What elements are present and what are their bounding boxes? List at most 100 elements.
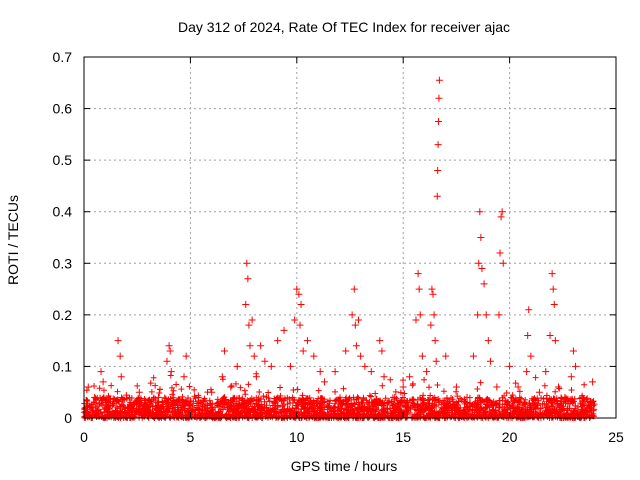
- data-point: [114, 337, 122, 345]
- y-axis-label: ROTI / TECUs: [5, 195, 21, 285]
- data-point: [310, 352, 318, 360]
- data-point: [174, 399, 182, 407]
- chart-title: Day 312 of 2024, Rate Of TEC Index for r…: [178, 19, 510, 35]
- data-point: [475, 259, 483, 267]
- data-point: [350, 285, 358, 293]
- data-point: [412, 316, 420, 324]
- data-point: [257, 342, 265, 350]
- data-point: [474, 311, 482, 319]
- data-point: [429, 290, 437, 298]
- data-point: [303, 337, 311, 345]
- data-point: [248, 316, 256, 324]
- data-point: [589, 378, 597, 386]
- data-point: [477, 234, 485, 241]
- x-tick-label: 15: [395, 429, 411, 445]
- data-point: [261, 357, 269, 365]
- data-point: [430, 311, 438, 319]
- data-point: [551, 337, 559, 345]
- y-tick-label: 0.4: [53, 204, 73, 220]
- dense-marker-band: [81, 370, 598, 421]
- data-point: [476, 208, 484, 216]
- data-point: [245, 321, 253, 329]
- data-point: [452, 383, 460, 391]
- data-point: [499, 259, 507, 267]
- data-point: [357, 352, 365, 360]
- data-point: [84, 383, 92, 391]
- y-axis-ticks: 0 0.1 0.2 0.3 0.4 0.5 0.6 0.7: [53, 49, 616, 426]
- data-point: [523, 368, 531, 376]
- data-point: [549, 285, 557, 293]
- data-point: [320, 378, 328, 386]
- data-point: [165, 342, 173, 350]
- data-points: [82, 76, 597, 412]
- y-tick-label: 0.3: [53, 255, 73, 271]
- data-point: [163, 357, 171, 365]
- data-point: [342, 347, 350, 355]
- data-point: [561, 393, 569, 401]
- data-point: [496, 249, 504, 257]
- data-point: [376, 337, 384, 345]
- y-tick-label: 0.5: [53, 152, 73, 168]
- data-point: [527, 352, 535, 360]
- data-point: [296, 321, 304, 329]
- data-point: [116, 352, 124, 360]
- x-axis-ticks: 0 5 10 15 20 25: [80, 57, 624, 445]
- data-point: [233, 362, 241, 370]
- y-tick-label: 0.2: [53, 307, 73, 323]
- data-point: [154, 393, 162, 401]
- data-point: [297, 301, 305, 309]
- data-point: [127, 399, 135, 407]
- data-point: [569, 347, 577, 355]
- data-point: [286, 362, 294, 370]
- data-point: [406, 373, 414, 381]
- data-point: [291, 316, 299, 324]
- x-axis-label: GPS time / hours: [291, 458, 398, 474]
- data-point: [428, 285, 436, 293]
- data-point: [295, 290, 303, 298]
- data-point: [416, 311, 424, 319]
- data-point: [486, 357, 494, 365]
- data-point: [91, 393, 99, 401]
- data-point: [101, 399, 109, 407]
- data-point: [280, 326, 288, 334]
- data-point: [427, 321, 435, 329]
- data-point: [218, 373, 226, 381]
- data-point: [250, 352, 258, 360]
- data-point: [274, 337, 282, 345]
- data-point: [97, 368, 105, 376]
- data-point: [208, 388, 216, 396]
- data-point: [469, 352, 477, 360]
- data-point: [463, 393, 471, 401]
- data-point: [361, 362, 369, 370]
- data-point: [167, 368, 175, 376]
- data-point: [524, 331, 532, 339]
- data-point: [378, 347, 386, 355]
- data-point: [478, 264, 486, 272]
- data-point: [415, 285, 423, 293]
- data-point: [99, 378, 107, 386]
- data-point: [246, 342, 254, 350]
- x-tick-label: 25: [608, 429, 624, 445]
- data-point: [435, 76, 443, 84]
- data-point: [352, 342, 360, 350]
- data-point: [252, 373, 260, 381]
- data-point: [498, 208, 506, 216]
- data-point: [495, 311, 503, 319]
- data-point: [180, 373, 188, 381]
- data-point: [380, 373, 388, 381]
- data-point: [434, 141, 442, 149]
- data-point: [435, 94, 443, 102]
- y-tick-label: 0: [64, 410, 72, 426]
- data-point: [435, 117, 443, 125]
- data-point: [432, 357, 440, 365]
- data-point: [135, 388, 143, 396]
- data-point: [482, 311, 490, 319]
- data-point: [548, 270, 556, 278]
- y-tick-label: 0.1: [53, 358, 73, 374]
- data-point: [586, 399, 594, 407]
- data-point: [572, 362, 580, 370]
- x-tick-label: 0: [80, 429, 88, 445]
- data-point: [293, 285, 301, 293]
- data-point: [567, 373, 575, 381]
